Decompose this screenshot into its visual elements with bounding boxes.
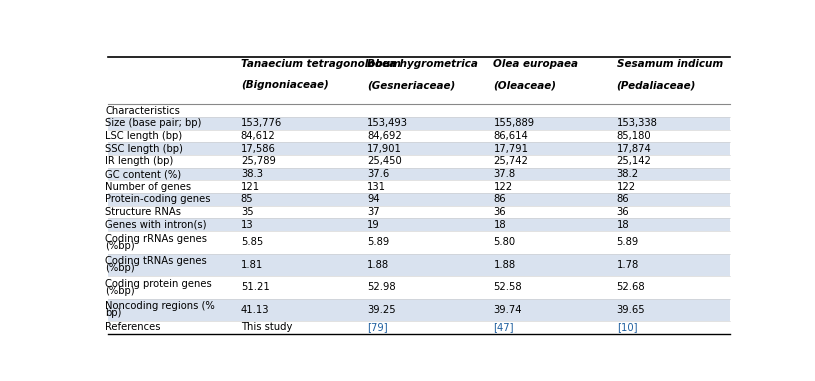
Bar — [108, 254, 730, 276]
Text: 94: 94 — [367, 194, 380, 205]
Text: 86: 86 — [617, 194, 629, 205]
Text: 84,612: 84,612 — [241, 131, 275, 141]
Text: 36: 36 — [494, 207, 506, 217]
Text: 17,586: 17,586 — [241, 144, 275, 154]
Text: 18: 18 — [617, 220, 629, 230]
Text: 85,180: 85,180 — [617, 131, 651, 141]
Bar — [108, 117, 730, 130]
Text: 5.80: 5.80 — [494, 237, 516, 247]
Text: (Oleaceae): (Oleaceae) — [494, 80, 557, 90]
Text: Structure RNAs: Structure RNAs — [105, 207, 181, 217]
Text: Boea hygrometrica: Boea hygrometrica — [367, 59, 478, 69]
Text: 85: 85 — [241, 194, 253, 205]
Text: 52.58: 52.58 — [494, 282, 522, 292]
Bar — [108, 168, 730, 181]
Text: 84,692: 84,692 — [367, 131, 402, 141]
Text: 17,874: 17,874 — [617, 144, 651, 154]
Text: 37: 37 — [367, 207, 380, 217]
Text: 1.88: 1.88 — [494, 260, 516, 270]
Text: 38.3: 38.3 — [241, 169, 262, 179]
Text: 39.65: 39.65 — [617, 305, 645, 315]
Text: 1.88: 1.88 — [367, 260, 390, 270]
Text: (%bp): (%bp) — [105, 263, 134, 273]
Text: This study: This study — [241, 322, 293, 333]
Text: 18: 18 — [494, 220, 506, 230]
Text: 122: 122 — [494, 182, 513, 192]
Text: 17,901: 17,901 — [367, 144, 402, 154]
Bar — [108, 299, 730, 321]
Text: 153,338: 153,338 — [617, 118, 658, 128]
Text: 19: 19 — [367, 220, 380, 230]
Text: (%bp): (%bp) — [105, 286, 134, 296]
Text: (Bignoniaceae): (Bignoniaceae) — [241, 80, 328, 90]
Text: [10]: [10] — [617, 322, 637, 333]
Text: Coding tRNAs genes: Coding tRNAs genes — [105, 256, 207, 266]
Text: bp): bp) — [105, 308, 121, 319]
Text: 52.68: 52.68 — [617, 282, 645, 292]
Text: 37.8: 37.8 — [494, 169, 516, 179]
Text: 5.89: 5.89 — [617, 237, 639, 247]
Text: Noncoding regions (%: Noncoding regions (% — [105, 301, 215, 311]
Text: 39.74: 39.74 — [494, 305, 522, 315]
Text: 25,789: 25,789 — [241, 157, 275, 166]
Text: Number of genes: Number of genes — [105, 182, 192, 192]
Text: (Pedaliaceae): (Pedaliaceae) — [617, 80, 696, 90]
Text: 39.25: 39.25 — [367, 305, 396, 315]
Text: 153,776: 153,776 — [241, 118, 282, 128]
Text: 1.78: 1.78 — [617, 260, 639, 270]
Text: [79]: [79] — [367, 322, 388, 333]
Text: Coding rRNAs genes: Coding rRNAs genes — [105, 234, 207, 244]
Text: 25,742: 25,742 — [494, 157, 528, 166]
Text: 5.89: 5.89 — [367, 237, 390, 247]
Bar — [108, 142, 730, 155]
Text: GC content (%): GC content (%) — [105, 169, 181, 179]
Text: Size (base pair; bp): Size (base pair; bp) — [105, 118, 201, 128]
Text: 86: 86 — [494, 194, 506, 205]
Text: 38.2: 38.2 — [617, 169, 639, 179]
Text: 13: 13 — [241, 220, 253, 230]
Text: Characteristics: Characteristics — [105, 106, 180, 116]
Text: 25,142: 25,142 — [617, 157, 651, 166]
Text: 52.98: 52.98 — [367, 282, 396, 292]
Text: LSC length (bp): LSC length (bp) — [105, 131, 183, 141]
Text: 37.6: 37.6 — [367, 169, 390, 179]
Text: Olea europaea: Olea europaea — [494, 59, 579, 69]
Text: (%bp): (%bp) — [105, 241, 134, 251]
Bar — [108, 193, 730, 206]
Text: 35: 35 — [241, 207, 253, 217]
Text: References: References — [105, 322, 161, 333]
Text: 153,493: 153,493 — [367, 118, 408, 128]
Text: (Gesneriaceae): (Gesneriaceae) — [367, 80, 456, 90]
Text: 25,450: 25,450 — [367, 157, 402, 166]
Text: 51.21: 51.21 — [241, 282, 270, 292]
Text: Sesamum indicum: Sesamum indicum — [617, 59, 723, 69]
Text: 122: 122 — [617, 182, 636, 192]
Text: SSC length (bp): SSC length (bp) — [105, 144, 183, 154]
Text: 36: 36 — [617, 207, 629, 217]
Text: 17,791: 17,791 — [494, 144, 528, 154]
Text: 5.85: 5.85 — [241, 237, 263, 247]
Text: Coding protein genes: Coding protein genes — [105, 279, 212, 289]
Text: [47]: [47] — [494, 322, 514, 333]
Text: Protein-coding genes: Protein-coding genes — [105, 194, 210, 205]
Text: 131: 131 — [367, 182, 386, 192]
Text: 41.13: 41.13 — [241, 305, 269, 315]
Text: Genes with intron(s): Genes with intron(s) — [105, 220, 206, 230]
Text: 86,614: 86,614 — [494, 131, 528, 141]
Text: 1.81: 1.81 — [241, 260, 263, 270]
Text: Tanaecium tetragonolobum: Tanaecium tetragonolobum — [241, 59, 401, 69]
Bar — [108, 218, 730, 231]
Text: IR length (bp): IR length (bp) — [105, 157, 174, 166]
Text: 121: 121 — [241, 182, 260, 192]
Text: 155,889: 155,889 — [494, 118, 535, 128]
